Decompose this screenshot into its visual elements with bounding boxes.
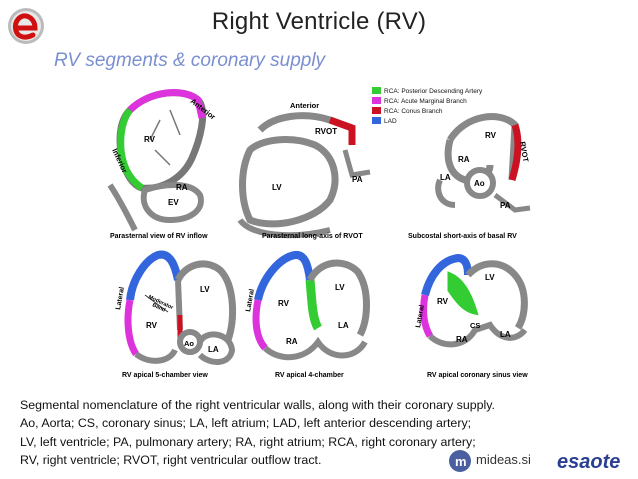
view-rv-inflow: RV RA EV Anterior Inferior Parasternal v… bbox=[107, 89, 217, 240]
legend-swatch-acute-marginal bbox=[372, 97, 381, 104]
caption-line: RV, right ventricle; RVOT, right ventric… bbox=[20, 452, 322, 467]
v2-rvot-label: RVOT bbox=[315, 127, 337, 136]
caption-line: Segmental nomenclature of the right vent… bbox=[20, 398, 495, 412]
figure-caption: Segmental nomenclature of the right vent… bbox=[20, 396, 580, 469]
v6-lateral-label: Lateral bbox=[415, 304, 426, 328]
v5-caption: RV apical 4-chamber bbox=[275, 372, 344, 379]
view-rvot: Anterior RVOT LV PA Parasternal long-axi… bbox=[237, 101, 371, 240]
v6-cs-label: CS bbox=[470, 321, 480, 330]
svg-text:m: m bbox=[455, 454, 467, 469]
v3-pa-label: PA bbox=[500, 201, 511, 210]
legend-label-lad: LAD bbox=[384, 118, 397, 125]
v4-lateral-label: Lateral bbox=[115, 286, 126, 310]
v5-lv-label: LV bbox=[335, 283, 345, 292]
v3-la-label: LA bbox=[440, 173, 451, 182]
view-coronary-sinus: Lateral LV RV CS RA LA RV apical coronar… bbox=[415, 253, 528, 379]
legend: RCA: Posterior Descending Artery RCA: Ac… bbox=[372, 87, 483, 125]
v3-caption: Subcostal short-axis of basal RV bbox=[408, 233, 517, 240]
v2-anterior-label: Anterior bbox=[290, 101, 319, 110]
v1-caption: Parasternal view of RV inflow bbox=[110, 233, 208, 240]
v1-ra-label: RA bbox=[176, 183, 188, 192]
v6-rv-label: RV bbox=[437, 297, 449, 306]
e-logo bbox=[8, 8, 44, 44]
page-title: Right Ventricle (RV) bbox=[211, 8, 427, 35]
v4-ao-label: Ao bbox=[184, 339, 194, 348]
legend-label-conus: RCA: Conus Branch bbox=[384, 108, 443, 115]
v5-ra-label: RA bbox=[286, 337, 298, 346]
v2-caption: Parasternal long-axis of RVOT bbox=[262, 233, 363, 240]
legend-label-acute-marginal: RCA: Acute Marginal Branch bbox=[384, 98, 467, 105]
esaote-logo: esaote bbox=[557, 451, 620, 473]
v3-ra-label: RA bbox=[458, 155, 470, 164]
view-5-chamber: Lateral Moderator Band LV RV Ao LA RV ap… bbox=[115, 250, 236, 379]
v4-band-label: Band bbox=[151, 302, 166, 313]
v5-la-label: LA bbox=[338, 321, 349, 330]
v2-lv-label: LV bbox=[272, 183, 282, 192]
v3-rvot-label: RVOT bbox=[518, 141, 531, 163]
view-subcostal: RV RA LA Ao PA RVOT Subcostal short-axis… bbox=[408, 113, 531, 240]
legend-swatch-pda bbox=[372, 87, 381, 94]
v3-rv-label: RV bbox=[485, 131, 497, 140]
v6-caption: RV apical coronary sinus view bbox=[427, 372, 528, 379]
v6-lv-label: LV bbox=[485, 273, 495, 282]
v1-ev-label: EV bbox=[168, 198, 179, 207]
caption-line: LV, left ventricle; PA, pulmonary artery… bbox=[20, 434, 476, 449]
v4-rv-label: RV bbox=[146, 321, 158, 330]
v4-la-label: LA bbox=[208, 345, 219, 354]
v3-ao-label: Ao bbox=[474, 179, 485, 188]
v2-pa-label: PA bbox=[352, 175, 363, 184]
esaote-logo-text: esaote bbox=[557, 451, 620, 473]
v4-lv-label: LV bbox=[200, 285, 210, 294]
caption-line: Ao, Aorta; CS, coronary sinus; LA, left … bbox=[20, 416, 472, 431]
mideas-logo: m mideas.si bbox=[449, 450, 531, 472]
view-4-chamber: Lateral LV RV RA LA RV apical 4-chamber bbox=[245, 251, 370, 379]
legend-swatch-lad bbox=[372, 117, 381, 124]
v5-rv-label: RV bbox=[278, 299, 290, 308]
rv-segments-figure: RCA: Posterior Descending Artery RCA: Ac… bbox=[107, 87, 531, 379]
v5-lateral-label: Lateral bbox=[245, 288, 256, 312]
v1-rv-label: RV bbox=[144, 135, 156, 144]
v4-caption: RV apical 5-chamber view bbox=[122, 372, 208, 379]
mideas-logo-text: mideas.si bbox=[476, 452, 531, 467]
v6-la-label: LA bbox=[500, 330, 511, 339]
legend-label-pda: RCA: Posterior Descending Artery bbox=[384, 88, 483, 95]
legend-swatch-conus bbox=[372, 107, 381, 114]
v6-ra-label: RA bbox=[456, 335, 468, 344]
page-subtitle: RV segments & coronary supply bbox=[54, 50, 326, 71]
